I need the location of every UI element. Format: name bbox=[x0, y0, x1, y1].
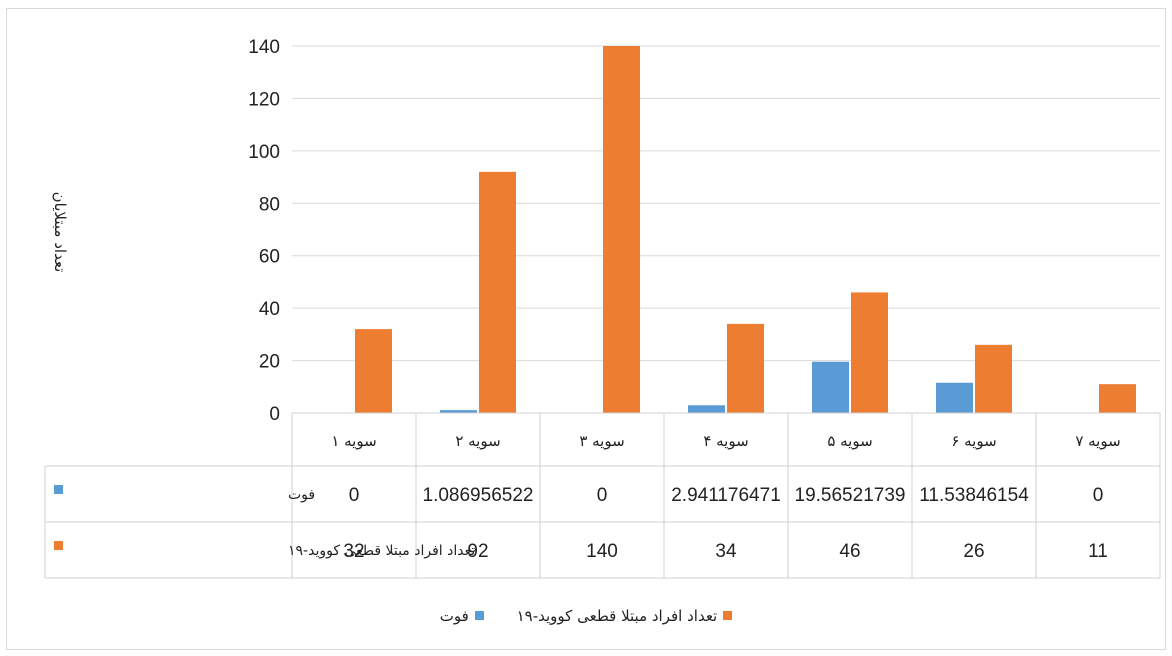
table-cell-value: 19.56521739 bbox=[795, 485, 906, 506]
x-tick-label: سویه ۴ bbox=[703, 432, 748, 450]
bar-cases bbox=[851, 292, 888, 413]
table-legend-swatch bbox=[54, 541, 63, 550]
bar-chart: 0 20 40 60 80 100 120 140 سویه ۱ سویه ۲ سویه ۳ سویه… bbox=[0, 0, 1172, 600]
legend: فوت تعداد افراد مبتلا قطعی کووید-۱۹ bbox=[0, 606, 1172, 625]
table-series-label: تعداد افراد مبتلا قطعی کووید-۱۹ bbox=[288, 543, 475, 559]
table-cell-value: 0 bbox=[349, 485, 360, 506]
legend-item-deaths: فوت bbox=[440, 607, 484, 625]
table-cell-value: 46 bbox=[839, 541, 860, 562]
bar-deaths bbox=[936, 383, 973, 413]
bar-cases bbox=[727, 324, 764, 413]
y-tick-label: 100 bbox=[248, 142, 280, 163]
y-tick-label: 20 bbox=[259, 352, 280, 373]
table-cell-value: 2.941176471 bbox=[671, 485, 781, 506]
bar-cases bbox=[1099, 384, 1136, 413]
y-axis-label: تعداد مبتلایان bbox=[51, 192, 69, 273]
legend-label-deaths: فوت bbox=[440, 607, 469, 625]
table-cell-value: 26 bbox=[963, 541, 984, 562]
x-tick-label: سویه ۲ bbox=[455, 432, 500, 450]
bar-cases bbox=[603, 46, 640, 413]
table-cell-value: 34 bbox=[715, 541, 737, 562]
table-cell-value: 0 bbox=[597, 485, 608, 506]
bar-cases bbox=[975, 345, 1012, 413]
x-tick-label: سویه ۵ bbox=[827, 432, 872, 450]
bar-deaths bbox=[812, 362, 849, 413]
bar-cases bbox=[479, 172, 516, 413]
table-cell-value: 11 bbox=[1088, 541, 1108, 562]
table-series-label: فوت bbox=[288, 487, 315, 503]
x-tick-label: سویه ۷ bbox=[1075, 432, 1120, 450]
legend-swatch-cases bbox=[723, 611, 732, 620]
table-cell-value: 140 bbox=[586, 541, 618, 562]
table-legend-swatch bbox=[54, 485, 63, 494]
y-tick-label: 40 bbox=[259, 299, 280, 320]
y-tick-label: 140 bbox=[248, 37, 280, 58]
x-tick-label: سویه ۳ bbox=[579, 432, 624, 450]
y-tick-label: 0 bbox=[269, 404, 280, 425]
legend-swatch-deaths bbox=[475, 611, 484, 620]
table-cell-value: 92 bbox=[467, 541, 488, 562]
table-cell-value: 0 bbox=[1093, 485, 1104, 506]
legend-item-cases: تعداد افراد مبتلا قطعی کووید-۱۹ bbox=[517, 607, 733, 625]
table-cell-value: 11.53846154 bbox=[919, 485, 1029, 506]
y-tick-label: 80 bbox=[259, 194, 280, 215]
x-tick-label: سویه ۱ bbox=[331, 432, 376, 450]
bar-deaths bbox=[688, 405, 725, 413]
legend-label-cases: تعداد افراد مبتلا قطعی کووید-۱۹ bbox=[517, 607, 718, 625]
y-tick-label: 120 bbox=[248, 89, 280, 110]
table-cell-value: 1.086956522 bbox=[423, 485, 534, 506]
x-tick-label: سویه ۶ bbox=[951, 432, 996, 450]
bar-cases bbox=[355, 329, 392, 413]
y-tick-label: 60 bbox=[259, 247, 280, 268]
table-cell-value: 32 bbox=[343, 541, 364, 562]
